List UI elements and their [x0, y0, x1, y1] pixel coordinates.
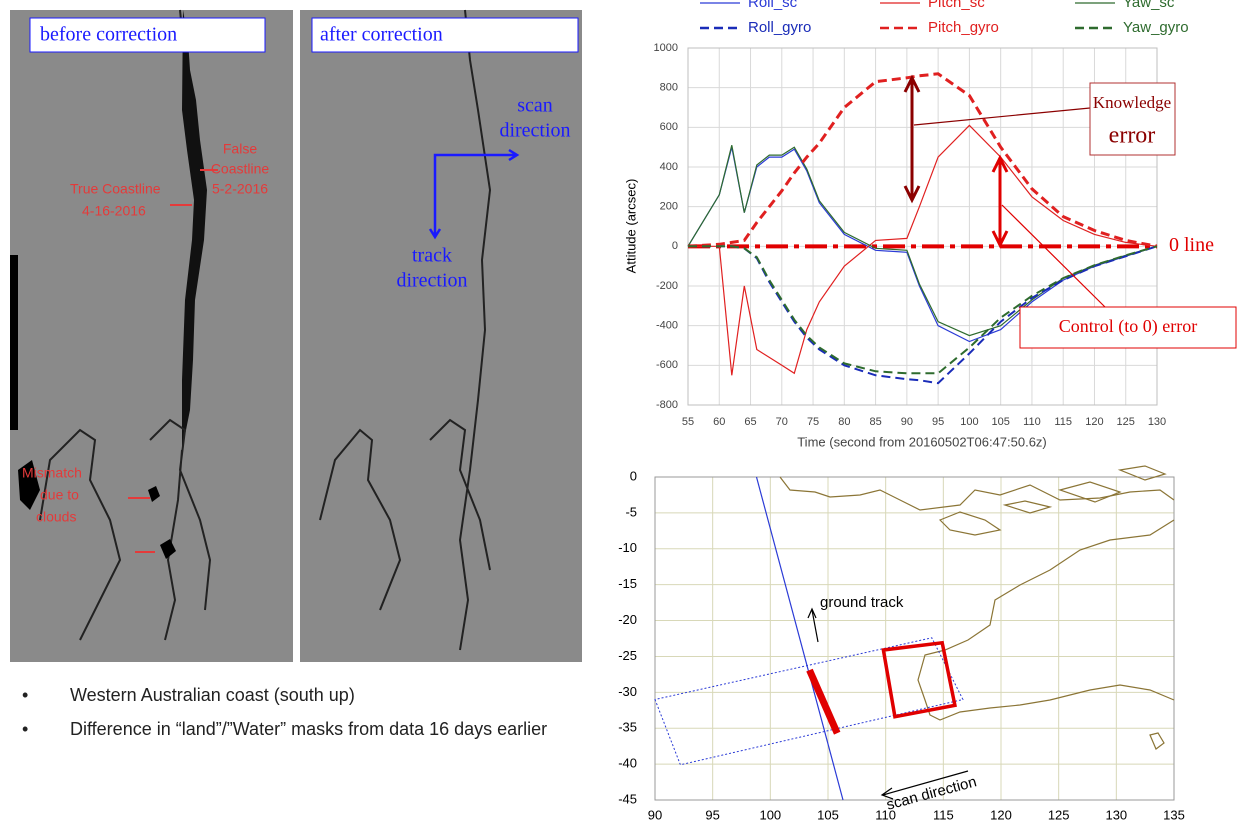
y-tick-label: 600	[660, 121, 678, 133]
x-tick-label: 105	[817, 807, 839, 822]
bullet-list: Western Australian coast (south up) Diff…	[22, 683, 602, 751]
x-tick-label: 100	[759, 807, 781, 822]
control-arrow	[993, 158, 1007, 245]
x-tick-label: 80	[838, 416, 850, 428]
x-tick-label: 75	[807, 416, 819, 428]
x-tick-label: 95	[932, 416, 944, 428]
x-tick-label: 70	[776, 416, 788, 428]
islands	[940, 466, 1165, 535]
y-tick-label: -800	[656, 399, 678, 411]
mask-before: before correction False Coastline 5-2-20…	[10, 10, 293, 662]
x-tick-label: 65	[744, 416, 756, 428]
annotation: direction	[396, 270, 467, 292]
annotation: scan	[517, 95, 553, 117]
x-tick-label: 95	[705, 807, 719, 822]
legend-label: Pitch_sc	[928, 0, 985, 11]
bullet: Difference in “land”/”Water” masks from …	[22, 717, 602, 741]
x-tick-label: 55	[682, 416, 694, 428]
bullet: Western Australian coast (south up)	[22, 683, 602, 707]
legend-label: Roll_gyro	[748, 19, 811, 36]
edge	[10, 255, 18, 430]
image-label: after correction	[320, 24, 443, 46]
y-tick-label: -200	[656, 280, 678, 292]
image-label: before correction	[40, 24, 177, 46]
annotation: due to	[40, 487, 79, 503]
x-tick-label: 100	[960, 416, 978, 428]
annotation: 4-16-2016	[82, 203, 146, 219]
attitude-chart: Attitude (arcsec) Time (second from 2016…	[623, 0, 1214, 449]
y-tick-label: -45	[618, 791, 637, 806]
x-tick-label: 110	[1023, 416, 1041, 428]
y-tick-label: -10	[618, 540, 637, 555]
y-tick-label: 200	[660, 201, 678, 213]
y-tick-label: -5	[625, 504, 637, 519]
zero-line-label: 0 line	[1169, 234, 1214, 256]
y-tick-label: 1000	[654, 42, 678, 54]
legend-label: Yaw_sc	[1123, 0, 1175, 11]
annotation: direction	[499, 120, 570, 142]
x-tick-label: 115	[1054, 416, 1072, 428]
y-tick-label: 0	[672, 240, 678, 252]
x-tick-label: 130	[1148, 416, 1166, 428]
y-tick-label: -15	[618, 576, 637, 591]
annotation: Control (to 0) error	[1059, 316, 1197, 337]
y-tick-label: -400	[656, 320, 678, 332]
annotation: error	[1109, 123, 1156, 149]
ground-track-arrow	[808, 609, 818, 642]
map-shape	[810, 670, 838, 733]
y-tick-label: -35	[618, 720, 637, 735]
y-axis-label: Attitude (arcsec)	[623, 179, 638, 274]
map-shape	[757, 477, 844, 800]
x-tick-label: 120	[990, 807, 1012, 822]
plot-border	[688, 48, 1157, 405]
chart-annotations: Knowledge error Control (to 0) error	[905, 78, 1236, 348]
x-tick-label: 110	[875, 807, 896, 822]
x-tick-label: 105	[991, 416, 1009, 428]
series-line	[688, 74, 1157, 247]
x-tick-label: 90	[648, 807, 662, 822]
coast	[918, 520, 1174, 720]
annotation: track	[412, 245, 452, 267]
annotation: clouds	[36, 509, 76, 525]
x-tick-label: 115	[933, 807, 954, 822]
legend-label: Pitch_gyro	[928, 19, 999, 36]
x-tick-label: 125	[1048, 807, 1070, 822]
annotation: scan direction	[885, 773, 979, 813]
annotation: False	[223, 141, 257, 157]
x-tick-label: 85	[869, 416, 881, 428]
annotation: 5-2-2016	[212, 181, 268, 197]
legend-label: Yaw_gyro	[1123, 19, 1189, 36]
y-tick-label: -40	[618, 756, 637, 771]
map-chart: ground track scan direction -45 -40 -35 -30…	[618, 466, 1185, 822]
map-shape	[883, 643, 955, 717]
annotation: True Coastline	[70, 181, 161, 197]
annotation: Knowledge	[1093, 93, 1171, 112]
plot-border	[655, 477, 1174, 800]
y-tick-label: -20	[618, 612, 637, 627]
y-tick-label: -30	[618, 684, 637, 699]
y-tick-label: 800	[660, 82, 678, 94]
leader	[1002, 205, 1105, 307]
legend-label: Roll_sc	[748, 0, 798, 11]
y-tick-label: 400	[660, 161, 678, 173]
x-tick-label: 90	[901, 416, 913, 428]
image	[10, 10, 293, 662]
x-tick-label: 120	[1085, 416, 1103, 428]
x-axis-label: Time (second from 20160502T06:47:50.6z)	[797, 434, 1047, 449]
x-tick-label: 130	[1105, 807, 1127, 822]
x-tick-label: 135	[1163, 807, 1185, 822]
island	[1150, 733, 1164, 749]
y-tick-label: -25	[618, 648, 637, 663]
page: before correction False Coastline 5-2-20…	[0, 0, 1237, 826]
x-tick-label: 125	[1117, 416, 1135, 428]
y-tick-label: -600	[656, 359, 678, 371]
annotation: ground track	[820, 594, 904, 611]
y-tick-label: 0	[630, 468, 637, 483]
annotation: Mismatch	[22, 465, 82, 481]
mask-after: after correction scan direction track di…	[300, 10, 582, 662]
annotation: Coastline	[211, 161, 270, 177]
x-tick-label: 60	[713, 416, 725, 428]
